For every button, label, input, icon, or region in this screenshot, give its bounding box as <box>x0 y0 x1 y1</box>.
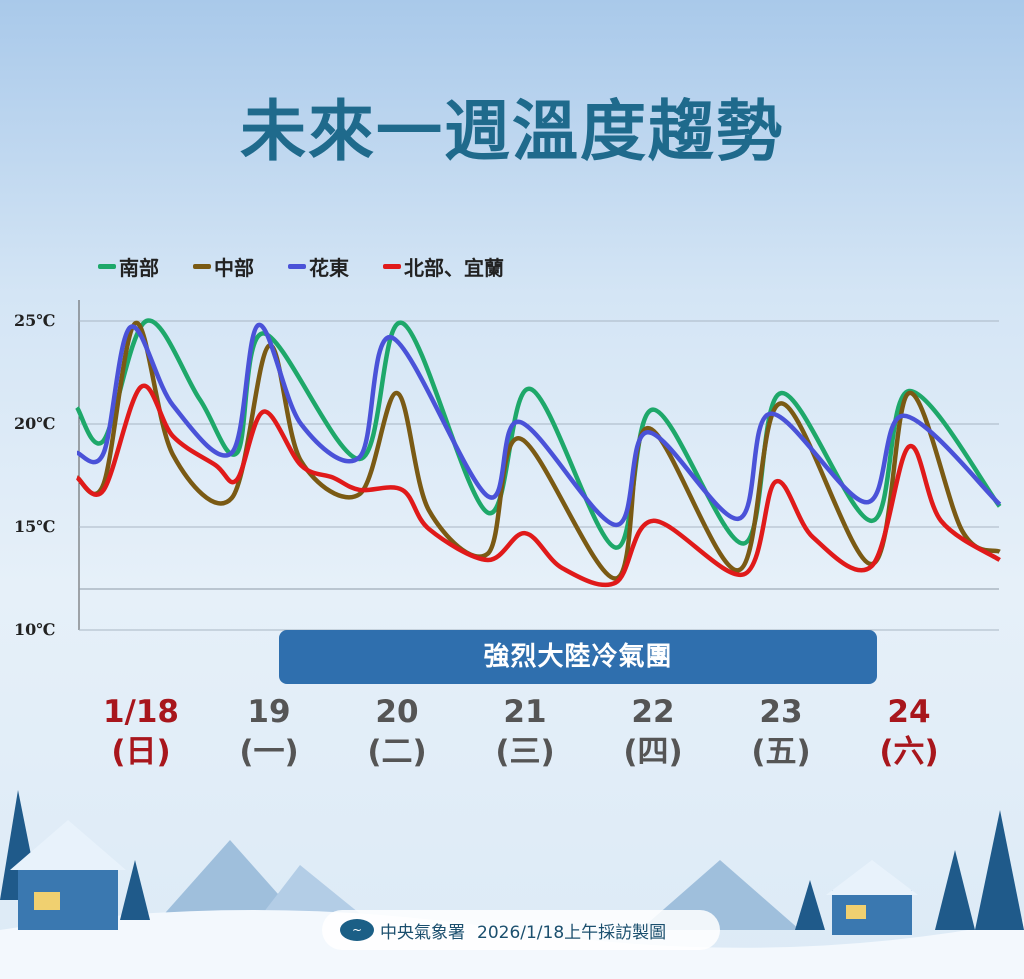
cold-air-mass-banner: 強烈大陸冷氣團 <box>279 630 877 684</box>
day-weekday: (四) <box>623 734 683 770</box>
legend-label: 南部 <box>119 256 159 280</box>
legend-item-north: 北部、宜蘭 <box>383 252 504 281</box>
series-line-1 <box>75 320 1001 581</box>
day-weekday: (三) <box>495 734 555 770</box>
house <box>832 890 912 935</box>
y-tick-label: 15℃ <box>14 517 56 536</box>
day-label: 21 (三) <box>465 692 585 772</box>
tree <box>795 880 825 930</box>
day-label: 1/18 (日) <box>81 692 201 772</box>
house-window <box>34 892 60 910</box>
legend-swatch <box>383 264 401 269</box>
house-roof <box>10 820 126 870</box>
house <box>18 865 118 930</box>
tree <box>120 860 150 920</box>
legend-swatch <box>288 264 306 269</box>
credit-org: 中央氣象署 <box>380 922 465 943</box>
chart-legend: 南部 中部 花東 北部、宜蘭 <box>98 252 504 281</box>
series-line-3 <box>75 383 1001 588</box>
day-label: 23 (五) <box>721 692 841 772</box>
temperature-chart <box>75 300 1002 631</box>
legend-label: 中部 <box>214 256 254 280</box>
legend-label: 北部、宜蘭 <box>404 256 504 280</box>
page-title: 未來一週溫度趨勢 <box>240 93 784 170</box>
series-line-2 <box>76 322 1002 528</box>
tree <box>975 810 1024 930</box>
cwa-logo-icon: ~ <box>340 919 374 941</box>
legend-item-central: 中部 <box>193 252 254 281</box>
legend-item-east: 花東 <box>288 252 349 281</box>
day-weekday: (二) <box>367 734 427 770</box>
day-label: 24 (六) <box>849 692 969 772</box>
day-date: 19 <box>247 694 291 730</box>
day-date: 1/18 <box>102 694 180 730</box>
house-roof <box>826 860 918 895</box>
day-date: 24 <box>887 694 931 730</box>
day-weekday: (五) <box>751 734 811 770</box>
legend-swatch <box>193 264 211 269</box>
y-tick-label: 10℃ <box>14 620 56 639</box>
credit-badge: ~ 中央氣象署 2026/1/18上午採訪製圖 <box>322 910 720 950</box>
day-label: 20 (二) <box>337 692 457 772</box>
day-date: 22 <box>631 694 675 730</box>
day-weekday: (六) <box>879 734 939 770</box>
day-weekday: (日) <box>111 734 171 770</box>
tree <box>935 850 975 930</box>
house-window <box>846 905 866 919</box>
y-tick-label: 25℃ <box>14 311 56 330</box>
legend-item-south: 南部 <box>98 252 159 281</box>
day-date: 23 <box>759 694 803 730</box>
credit-text: 2026/1/18上午採訪製圖 <box>477 922 667 943</box>
day-date: 21 <box>503 694 547 730</box>
legend-label: 花東 <box>309 256 349 280</box>
day-label: 22 (四) <box>593 692 713 772</box>
day-date: 20 <box>375 694 419 730</box>
day-weekday: (一) <box>239 734 299 770</box>
legend-swatch <box>98 264 116 269</box>
day-label: 19 (一) <box>209 692 329 772</box>
y-tick-label: 20℃ <box>14 414 56 433</box>
